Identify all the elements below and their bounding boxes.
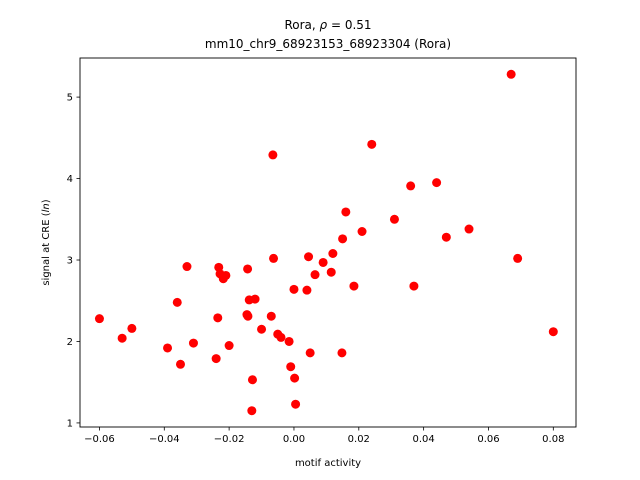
data-point-21 bbox=[250, 294, 260, 304]
data-point-0 bbox=[94, 314, 104, 324]
x-tick-label: 0.04 bbox=[413, 434, 435, 445]
data-point-40 bbox=[337, 348, 347, 358]
ylabel-italic: ln bbox=[41, 203, 52, 212]
x-axis-label: motif activity bbox=[295, 458, 361, 469]
y-tick-label: 2 bbox=[67, 337, 73, 348]
y-axis-ticks: 1 2 3 4 5 bbox=[67, 93, 80, 430]
data-point-52 bbox=[506, 69, 516, 79]
data-point-5 bbox=[175, 359, 185, 369]
data-point-42 bbox=[341, 207, 351, 217]
data-point-32 bbox=[291, 399, 301, 409]
data-point-2 bbox=[127, 323, 137, 333]
data-point-48 bbox=[409, 281, 419, 291]
points-layer bbox=[94, 69, 558, 416]
data-point-23 bbox=[266, 311, 276, 321]
data-point-8 bbox=[211, 354, 221, 364]
title-suffix: = 0.51 bbox=[327, 18, 371, 32]
chart-title-line1: Rora, ρ = 0.51 bbox=[284, 18, 371, 32]
data-point-3 bbox=[163, 343, 173, 353]
data-point-35 bbox=[305, 348, 315, 358]
data-point-22 bbox=[257, 324, 267, 334]
x-axis-ticks: −0.06 −0.04 −0.02 0.00 0.02 0.04 0.06 0.08 bbox=[84, 427, 564, 445]
y-axis-label: signal at CRE (ln) bbox=[41, 199, 52, 285]
title-prefix: Rora, bbox=[284, 18, 319, 32]
data-point-7 bbox=[188, 338, 198, 348]
x-tick-label: 0.08 bbox=[542, 434, 564, 445]
chart-title-line2: mm10_chr9_68923153_68923304 (Rora) bbox=[205, 37, 451, 51]
data-point-34 bbox=[304, 252, 314, 262]
data-point-41 bbox=[338, 234, 348, 244]
data-point-44 bbox=[357, 227, 367, 237]
x-tick-label: 0.00 bbox=[283, 434, 305, 445]
x-tick-label: −0.02 bbox=[214, 434, 245, 445]
data-point-46 bbox=[389, 214, 399, 224]
data-point-45 bbox=[367, 139, 377, 149]
x-tick-label: 0.06 bbox=[477, 434, 499, 445]
ylabel-suffix: ) bbox=[41, 199, 52, 203]
data-point-9 bbox=[213, 313, 223, 323]
x-tick-label: −0.04 bbox=[149, 434, 180, 445]
data-point-17 bbox=[243, 311, 253, 321]
data-point-38 bbox=[326, 267, 336, 277]
data-point-49 bbox=[432, 178, 442, 188]
data-point-25 bbox=[269, 253, 279, 263]
data-point-50 bbox=[441, 232, 451, 242]
data-point-16 bbox=[243, 264, 253, 274]
data-point-19 bbox=[247, 406, 257, 416]
data-point-13 bbox=[221, 270, 231, 280]
data-point-29 bbox=[286, 362, 296, 372]
data-point-39 bbox=[328, 248, 338, 258]
data-point-53 bbox=[513, 253, 523, 263]
data-point-1 bbox=[117, 333, 127, 343]
data-point-37 bbox=[318, 257, 328, 267]
title-rho: ρ bbox=[320, 18, 328, 32]
y-tick-label: 3 bbox=[67, 256, 73, 267]
y-tick-label: 4 bbox=[67, 174, 73, 185]
x-tick-label: 0.02 bbox=[348, 434, 370, 445]
y-tick-label: 5 bbox=[67, 93, 73, 104]
data-point-27 bbox=[276, 332, 286, 342]
data-point-24 bbox=[268, 150, 278, 160]
y-tick-label: 1 bbox=[67, 419, 73, 430]
data-point-6 bbox=[182, 262, 192, 272]
data-point-30 bbox=[289, 284, 299, 294]
data-point-20 bbox=[247, 375, 257, 385]
data-point-43 bbox=[349, 281, 359, 291]
plot-frame bbox=[79, 57, 577, 428]
data-point-14 bbox=[224, 341, 234, 351]
data-point-31 bbox=[290, 373, 300, 383]
ylabel-prefix: signal at CRE ( bbox=[41, 212, 52, 285]
data-point-33 bbox=[302, 285, 312, 295]
data-point-47 bbox=[406, 181, 416, 191]
data-point-28 bbox=[284, 336, 294, 346]
data-point-4 bbox=[172, 297, 182, 307]
x-tick-label: −0.06 bbox=[84, 434, 115, 445]
data-point-36 bbox=[310, 270, 320, 280]
data-point-54 bbox=[548, 327, 558, 337]
data-point-51 bbox=[464, 224, 474, 234]
